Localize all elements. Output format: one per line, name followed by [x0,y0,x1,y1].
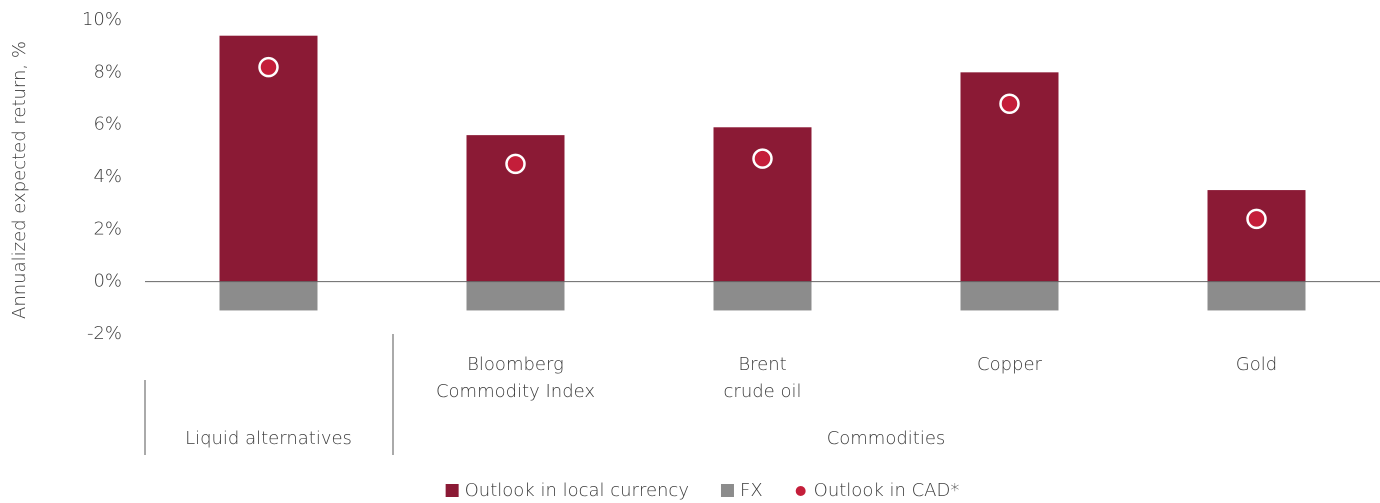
dot [258,56,279,78]
legend-swatch [445,484,459,497]
bar [1207,281,1306,311]
y-tick-label: 0% [93,271,122,292]
x-tick-label: crude oil [724,381,802,402]
y-tick-label: 4% [93,166,122,187]
legend-label: Outlook in local currency [465,480,689,501]
dot [752,148,773,169]
bar [1207,190,1306,282]
legend-label: Outlook in CAD* [814,480,960,501]
y-tick-label: -2% [87,323,122,344]
legend-item: Outlook in CAD* [795,480,960,501]
legend-item: Outlook in local currency [445,480,689,501]
legend-swatch [720,484,734,497]
x-tick-label: Commodity Index [436,381,595,402]
y-tick-label: 6% [93,114,122,135]
x-tick-label: Copper [977,354,1043,375]
y-axis-label: Annualized expected return, % [9,41,30,319]
x-tick-label: Bloomberg [467,354,564,375]
bar [960,281,1059,311]
group-label: Commodities [827,428,946,449]
y-tick-label: 10% [82,9,122,30]
legend: Outlook in local currency FX Outlook in CA… [445,480,960,501]
dot [505,153,526,175]
dot [1246,208,1267,230]
legend-label: FX [740,480,763,501]
legend-swatch [795,486,806,496]
y-tick-label: 2% [93,218,122,239]
bar [219,281,318,311]
legend-item: FX [720,480,763,501]
x-tick-label: Gold [1236,354,1277,375]
x-tick-label: Brent [738,354,786,375]
group-label: Liquid alternatives [185,428,352,449]
bar [713,281,812,311]
dot [999,93,1020,114]
bar [466,281,565,311]
y-tick-label: 8% [93,61,122,82]
